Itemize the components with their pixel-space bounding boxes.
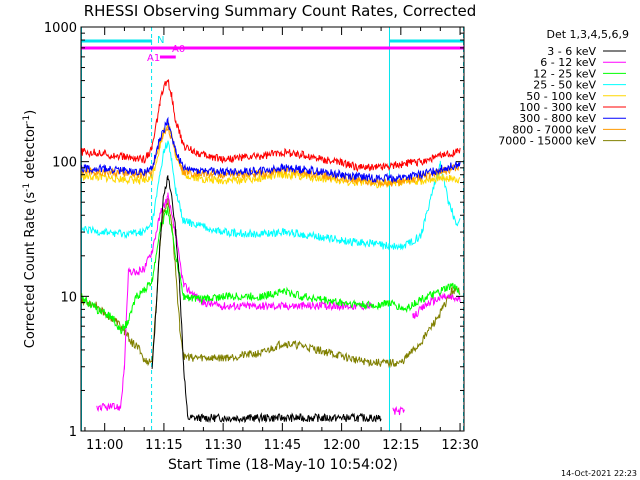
- series-line-12-25-kev: [81, 206, 461, 335]
- legend-label: 100 - 300 keV: [519, 101, 596, 114]
- y-label-end: ): [23, 110, 38, 115]
- legend-label: 12 - 25 keV: [533, 67, 596, 80]
- y-axis: 1 10 100 1000: [44, 21, 464, 440]
- legend-header: Det 1,3,4,5,6,9: [546, 28, 629, 41]
- x-tick-label: 12:30: [441, 438, 478, 453]
- attenuator-a0-label: A0: [172, 44, 185, 55]
- footer-date: 14-Oct-2021 22:23: [561, 469, 637, 478]
- y-label-exp2: -1: [22, 115, 32, 124]
- series-line-300-800-kev: [81, 116, 461, 184]
- series-line-25-50-kev: [81, 140, 461, 251]
- y-tick-label: 10: [60, 290, 77, 305]
- legend-label: 3 - 6 keV: [547, 45, 596, 58]
- chart-title: RHESSI Observing Summary Count Rates, Co…: [84, 2, 477, 20]
- y-label-mid: detector: [23, 123, 38, 183]
- x-axis-label: Start Time (18-May-10 10:54:02): [168, 457, 398, 473]
- night-label: N: [157, 35, 164, 46]
- x-tick-label: 12:15: [382, 438, 419, 453]
- legend-label: 300 - 800 keV: [519, 112, 596, 125]
- y-label-base: Corrected Count Rate (s: [23, 192, 38, 349]
- y-axis-label: Corrected Count Rate (s-1 detector-1): [22, 110, 38, 348]
- plot-area: [81, 27, 464, 431]
- x-tick-label: 12:00: [323, 438, 360, 453]
- x-tick-label: 11:45: [264, 438, 301, 453]
- y-label-exp1: -1: [22, 183, 32, 192]
- y-tick-label: 1: [69, 425, 77, 440]
- attenuator-a1-label: A1: [147, 53, 160, 64]
- legend-label: 7000 - 15000 keV: [498, 135, 596, 148]
- series-layer: [81, 79, 461, 424]
- y-tick-label: 1000: [44, 21, 77, 36]
- series-line-100-300-kev: [81, 79, 461, 173]
- x-tick-label: 11:15: [145, 438, 182, 453]
- legend-label: 50 - 100 keV: [526, 90, 596, 103]
- series-line-7000-15000-kev: [81, 198, 461, 369]
- legend-label: 6 - 12 keV: [540, 56, 596, 69]
- x-axis: 11:00 11:15 11:30 11:45 12:00 12:15 12:30: [84, 27, 479, 453]
- legend-label: 800 - 7000 keV: [512, 123, 596, 136]
- plot-frame: [80, 26, 465, 432]
- legend-label: 25 - 50 keV: [533, 79, 596, 92]
- x-tick-label: 11:00: [86, 438, 123, 453]
- series-line-3-6-kev: [151, 175, 382, 424]
- series-line-6-12-kev: [96, 192, 461, 416]
- y-tick-label: 100: [52, 156, 77, 171]
- x-tick-label: 11:30: [204, 438, 241, 453]
